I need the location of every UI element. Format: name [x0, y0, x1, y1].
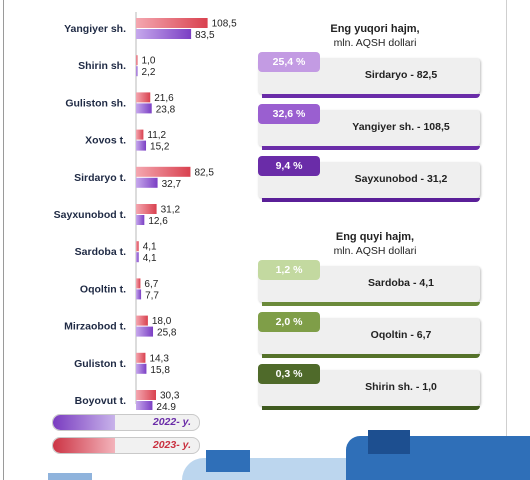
legend-2022-label: 2022- y.: [152, 416, 191, 428]
card-text: Sardoba - 4,1: [368, 277, 434, 289]
value-label-2022: 2,2: [142, 67, 156, 78]
bar-2022: [136, 29, 192, 39]
legend-2022: 2022- y.: [52, 414, 200, 431]
category-label: Guliston t.: [74, 358, 126, 370]
category-label: Oqoltin t.: [80, 283, 126, 295]
bottom-title-unit: mln. AQSH dollari: [333, 245, 417, 257]
bar-2023: [136, 315, 148, 326]
top-card-2: 32,6 % Yangiyer sh. - 108,5: [258, 104, 480, 150]
bar-2022: [136, 326, 154, 337]
card-text: Sayxunobod - 31,2: [354, 173, 448, 185]
category-label: Guliston sh.: [65, 97, 126, 109]
bottom-card-3: 0,3 % Shirin sh. - 1,0: [258, 364, 480, 410]
legend-2023-label: 2023- y.: [152, 439, 191, 451]
top-card-3: 9,4 % Sayxunobod - 31,2: [258, 156, 480, 202]
bar-2023: [136, 166, 191, 177]
bar-2022: [136, 66, 138, 77]
card-text: Sirdaryo - 82,5: [364, 69, 438, 81]
decor-block-2: [368, 430, 410, 454]
bar-2023: [136, 129, 144, 140]
legend-2023-swatch: [53, 438, 115, 453]
percent-badge: 32,6 %: [258, 104, 320, 124]
value-label-2023: 30,3: [160, 391, 180, 402]
bar-2022: [136, 215, 145, 225]
value-label-2023: 18,0: [152, 316, 172, 327]
card-underline: [262, 146, 480, 150]
value-label-2022: 4,1: [143, 253, 157, 264]
top-section-title: Eng yuqori hajm, mln. AQSH dollari: [300, 22, 450, 50]
bottom-title-bold: Eng quyi hajm,: [335, 231, 415, 243]
category-label: Shirin sh.: [78, 60, 126, 72]
bar-2022: [136, 177, 158, 188]
card-underline: [262, 94, 480, 98]
bar-2022: [136, 289, 142, 300]
percent-badge: 1,2 %: [258, 260, 320, 280]
bar-2023: [136, 241, 139, 252]
category-label: Xovos t.: [85, 135, 126, 147]
bar-2022: [136, 363, 147, 374]
value-label-2023: 31,2: [161, 205, 181, 216]
percent-badge: 9,4 %: [258, 156, 320, 176]
bottom-card-1: 1,2 % Sardoba - 4,1: [258, 260, 480, 306]
value-label-2023: 11,2: [147, 130, 166, 141]
value-label-2023: 21,6: [154, 93, 174, 104]
value-label-2022: 7,7: [145, 290, 159, 301]
bottom-section-title: Eng quyi hajm, mln. AQSH dollari: [300, 230, 450, 258]
bar-2022: [136, 401, 153, 410]
value-label-2022: 15,8: [150, 365, 170, 376]
decor-block-1: [206, 450, 250, 472]
category-label: Yangiyer sh.: [64, 23, 126, 35]
category-label: Mirzaobod t.: [64, 321, 126, 333]
value-label-2022: 83,5: [195, 30, 215, 41]
bar-2022: [136, 140, 147, 151]
bar-2022: [136, 252, 139, 263]
value-label-2023: 1,0: [142, 56, 156, 67]
bottom-card-2: 2,0 % Oqoltin - 6,7: [258, 312, 480, 358]
value-label-2022: 24,9: [156, 402, 176, 410]
top-title-bold: Eng yuqori hajm,: [330, 23, 420, 35]
card-text: Shirin sh. - 1,0: [365, 381, 437, 393]
value-label-2023: 108,5: [212, 19, 237, 30]
percent-badge: 25,4 %: [258, 52, 320, 72]
bar-2023: [136, 278, 141, 289]
legend-2023: 2023- y.: [52, 437, 200, 454]
value-label-2022: 25,8: [157, 328, 177, 339]
card-underline: [262, 302, 480, 306]
value-label-2022: 12,6: [148, 216, 168, 227]
decor-block-3: [48, 473, 92, 480]
percent-badge: 2,0 %: [258, 312, 320, 332]
bar-2023: [136, 18, 208, 28]
card-underline: [262, 198, 480, 202]
bar-2022: [136, 103, 152, 114]
category-label: Boyovut t.: [75, 395, 126, 407]
percent-badge: 0,3 %: [258, 364, 320, 384]
value-label-2023: 82,5: [194, 167, 214, 178]
value-label-2022: 15,2: [150, 142, 170, 153]
category-label: Sardoba t.: [75, 246, 126, 258]
value-label-2023: 14,3: [149, 353, 169, 364]
left-border-line: [3, 0, 4, 480]
card-text: Yangiyer sh. - 108,5: [352, 121, 450, 133]
top-card-1: 25,4 % Sirdaryo - 82,5: [258, 52, 480, 98]
value-label-2022: 23,8: [156, 104, 176, 115]
card-underline: [262, 354, 480, 358]
bar-chart: Yangiyer sh. 108,583,5 Shirin sh. 1,02,2 Gul…: [54, 12, 237, 410]
card-text: Oqoltin - 6,7: [370, 329, 432, 341]
value-label-2022: 32,7: [162, 179, 182, 190]
bar-2023: [136, 390, 156, 400]
category-label: Sirdaryo t.: [74, 172, 126, 184]
value-label-2023: 4,1: [143, 242, 157, 253]
top-title-unit: mln. AQSH dollari: [333, 37, 417, 49]
category-label: Sayxunobod t.: [54, 209, 126, 221]
legend-2022-swatch: [53, 415, 115, 430]
bar-2023: [136, 55, 138, 66]
card-underline: [262, 406, 480, 410]
bar-2023: [136, 204, 157, 214]
value-label-2023: 6,7: [144, 279, 158, 290]
right-border-line: [506, 0, 507, 480]
bar-2023: [136, 92, 151, 103]
bar-2023: [136, 352, 146, 363]
